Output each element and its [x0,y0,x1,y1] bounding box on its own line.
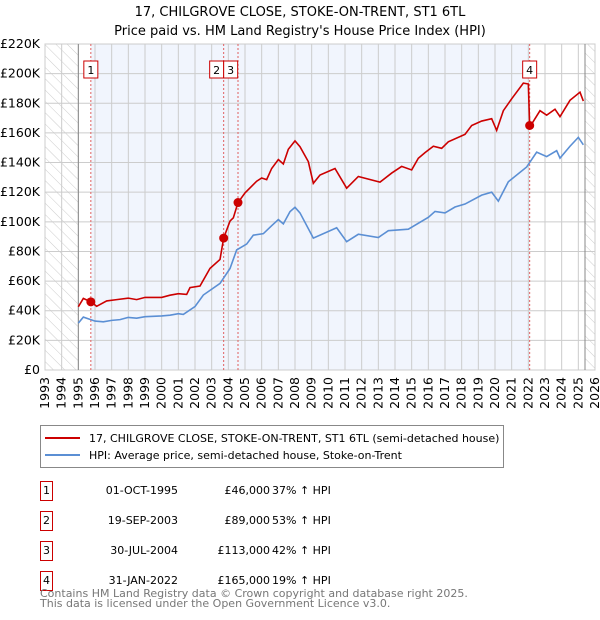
sale-label-box [83,60,99,79]
sale-price: £46,000 [224,484,271,497]
hpi-change: 37% ↑ HPI [272,484,331,497]
sale-date: 01-OCT-1995 [105,484,178,497]
transaction-row: 2 19-SEP-2003 £89,000 53% ↑ HPI [40,511,440,531]
sale-date: 19-SEP-2003 [107,514,178,527]
x-tick-label: 2012 [354,377,369,409]
ownership-shading [90,44,530,370]
hpi-line [77,136,584,324]
y-tick-label: £20K [8,332,41,347]
price-paid-line [77,82,585,308]
x-tick-label: 2025 [570,377,585,409]
hpi-change: 53% ↑ HPI [272,514,331,527]
x-tick-label: 1995 [70,377,85,409]
legend-item-property: 17, CHILGROVE CLOSE, STOKE-ON-TRENT, ST1… [45,430,499,446]
y-tick-label: £40K [8,303,41,318]
x-tick-label: 2008 [287,377,302,409]
sale-price: £89,000 [224,514,271,527]
x-tick-label: 2020 [487,377,502,409]
x-tick-label: 2026 [587,377,600,409]
x-tick-label: 2003 [204,377,219,409]
x-tick-label: 2021 [504,377,519,409]
sale-label: 1 [87,64,94,77]
x-tick-label: 1996 [87,377,102,409]
hpi-change: 19% ↑ HPI [272,574,331,587]
sale-point [219,233,229,243]
sale-date: 31-JAN-2022 [108,574,178,587]
x-tick-label: 2004 [220,377,235,409]
x-tick-label: 2010 [320,377,335,409]
no-data-hatch [585,44,595,370]
x-tick-label: 2023 [537,377,552,409]
hpi-change: 42% ↑ HPI [272,544,331,557]
y-tick-label: £220K [0,36,41,51]
x-tick-label: 1993 [37,377,52,409]
x-tick-label: 2016 [420,377,435,409]
x-tick-label: 2009 [304,377,319,409]
footer: Contains HM Land Registry data © Crown c… [40,587,468,610]
sale-price: £165,000 [217,574,271,587]
sale-label-box [223,60,239,79]
legend-swatch-red [45,437,80,439]
x-tick-label: 2013 [370,377,385,409]
legend-label: HPI: Average price, semi-detached house,… [89,448,402,462]
x-tick-label: 2015 [404,377,419,409]
sale-date: 30-JUL-2004 [110,544,178,557]
x-tick-label: 1999 [137,377,152,409]
x-tick-label: 2000 [154,377,169,409]
sale-label: 2 [213,64,220,77]
y-tick-label: £200K [0,66,41,81]
x-tick-label: 2018 [454,377,469,409]
x-tick-label: 2011 [337,377,352,409]
sale-marker-box: 4 [40,571,53,591]
y-tick-label: £180K [0,95,41,110]
x-tick-label: 2014 [387,377,402,409]
y-tick-label: £60K [8,273,41,288]
x-tick-label: 2006 [254,377,269,409]
sale-label: 4 [526,64,533,77]
x-tick-label: 2019 [470,377,485,409]
chart-subtitle: Price paid vs. HM Land Registry's House … [114,24,486,39]
sale-price: £113,000 [217,544,271,557]
sale-label-box [522,60,538,79]
legend-swatch-blue [45,454,80,456]
x-tick-label: 2024 [554,377,569,409]
x-tick-label: 2001 [170,377,185,409]
x-tick-label: 1998 [120,377,135,409]
y-tick-label: £100K [0,214,41,229]
legend-item-hpi: HPI: Average price, semi-detached house,… [45,447,402,463]
transaction-row: 3 30-JUL-2004 £113,000 42% ↑ HPI [40,541,440,561]
sale-marker-box: 2 [40,511,53,531]
x-tick-label: 1994 [54,377,69,409]
sale-point [525,121,535,130]
sale-marker-box: 3 [40,541,53,561]
x-tick-label: 2002 [187,377,202,409]
y-tick-label: £0 [24,362,40,377]
sale-point [86,297,96,307]
x-tick-label: 2005 [237,377,252,409]
x-tick-label: 2017 [437,377,452,409]
y-tick-label: £140K [0,155,41,170]
transaction-row: 4 31-JAN-2022 £165,000 19% ↑ HPI [40,571,440,591]
x-tick-label: 1997 [104,377,119,409]
legend: 17, CHILGROVE CLOSE, STOKE-ON-TRENT, ST1… [40,425,504,468]
transaction-row: 1 01-OCT-1995 £46,000 37% ↑ HPI [40,481,440,501]
footer-licence: This data is licensed under the Open Gov… [40,597,391,610]
y-tick-label: £80K [8,243,41,258]
price-chart: 17, CHILGROVE CLOSE, STOKE-ON-TRENT, ST1… [0,5,600,409]
sale-point [233,198,243,208]
sale-label: 3 [227,64,234,77]
x-tick-label: 2022 [520,377,535,409]
x-tick-label: 2007 [270,377,285,409]
sale-marker-box: 1 [40,481,53,501]
y-tick-label: £160K [0,125,41,140]
y-tick-label: £120K [0,184,41,199]
footer-copyright: Contains HM Land Registry data © Crown c… [40,587,468,600]
chart-title: 17, CHILGROVE CLOSE, STOKE-ON-TRENT, ST1… [135,5,467,20]
legend-label: 17, CHILGROVE CLOSE, STOKE-ON-TRENT, ST1… [89,431,500,445]
